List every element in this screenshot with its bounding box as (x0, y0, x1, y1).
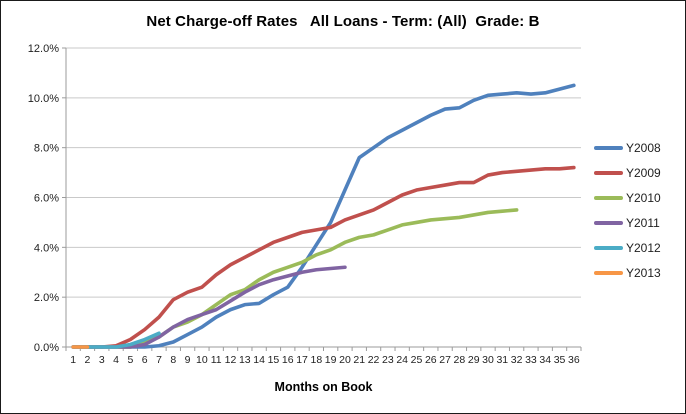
x-tick-label: 18 (311, 354, 323, 366)
y-tick-label: 0.0% (34, 342, 59, 354)
x-tick-label: 23 (382, 354, 394, 366)
x-tick-label: 3 (99, 354, 105, 366)
y-tick-label: 6.0% (34, 193, 59, 205)
x-tick-label: 10 (196, 354, 208, 366)
x-tick-label: 25 (411, 354, 423, 366)
legend-label-y2011: Y2011 (626, 215, 660, 230)
legend-label-y2009: Y2009 (626, 165, 661, 180)
x-tick-label: 9 (185, 354, 191, 366)
x-tick-label: 16 (282, 354, 294, 366)
legend-swatch-y2008 (594, 145, 623, 150)
legend-label-y2012: Y2012 (626, 240, 661, 255)
legend-swatch-y2009 (594, 170, 623, 175)
x-tick-label: 24 (396, 354, 408, 366)
legend-item-y2011: Y2011 (594, 210, 661, 235)
x-tick-label: 26 (425, 354, 437, 366)
series-line-y2008 (71, 83, 576, 349)
legend-swatch-y2011 (594, 220, 623, 225)
legend-item-y2013: Y2013 (594, 260, 661, 285)
x-tick-label: 21 (353, 354, 365, 366)
x-tick-label: 29 (468, 354, 480, 366)
x-tick-label: 11 (211, 354, 222, 366)
x-tick-label: 8 (170, 354, 176, 366)
legend-item-y2008: Y2008 (594, 135, 661, 160)
x-tick-label: 12 (225, 354, 237, 366)
x-tick-label: 30 (482, 354, 494, 366)
x-tick-label: 32 (511, 354, 523, 366)
y-tick-label: 12.0% (28, 43, 59, 55)
y-tick-label: 4.0% (34, 242, 59, 254)
x-tick-label: 1 (70, 354, 76, 366)
x-tick-label: 22 (368, 354, 380, 366)
y-tick-label: 10.0% (28, 93, 59, 105)
legend-item-y2010: Y2010 (594, 185, 661, 210)
x-tick-label: 31 (496, 354, 508, 366)
x-tick-label: 35 (554, 354, 566, 366)
x-tick-label: 27 (439, 354, 451, 366)
legend-item-y2012: Y2012 (594, 235, 661, 260)
chart-title: Net Charge-off Rates All Loans - Term: (… (146, 13, 540, 30)
x-tick-label: 20 (339, 354, 351, 366)
legend-swatch-y2010 (594, 195, 623, 200)
x-tick-label: 28 (454, 354, 466, 366)
x-tick-label: 5 (127, 354, 133, 366)
x-tick-label: 2 (85, 354, 91, 366)
legend-label-y2010: Y2010 (626, 190, 661, 205)
legend-label-y2013: Y2013 (626, 265, 661, 280)
series-line-y2010 (71, 208, 519, 349)
x-tick-label: 33 (525, 354, 537, 366)
legend: Y2008 Y2009 Y2010 Y2011 Y2012 Y2013 (594, 135, 661, 285)
x-tick-label: 7 (156, 354, 162, 366)
x-tick-label: 13 (239, 354, 251, 366)
x-tick-label: 36 (568, 354, 580, 366)
series-line-y2009 (71, 165, 576, 349)
legend-swatch-y2012 (594, 245, 623, 250)
y-tick-label: 2.0% (34, 292, 59, 304)
x-tick-label: 4 (113, 354, 119, 366)
legend-label-y2008: Y2008 (626, 140, 661, 155)
x-tick-label: 19 (325, 354, 337, 366)
legend-swatch-y2013 (594, 270, 623, 275)
y-tick-label: 8.0% (34, 143, 59, 155)
x-tick-label: 14 (253, 354, 265, 366)
x-tick-label: 15 (268, 354, 280, 366)
legend-item-y2009: Y2009 (594, 160, 661, 185)
x-tick-label: 34 (539, 354, 551, 366)
x-axis-title: Months on Book (274, 380, 373, 394)
x-tick-label: 6 (142, 354, 148, 366)
x-tick-label: 17 (296, 354, 308, 366)
